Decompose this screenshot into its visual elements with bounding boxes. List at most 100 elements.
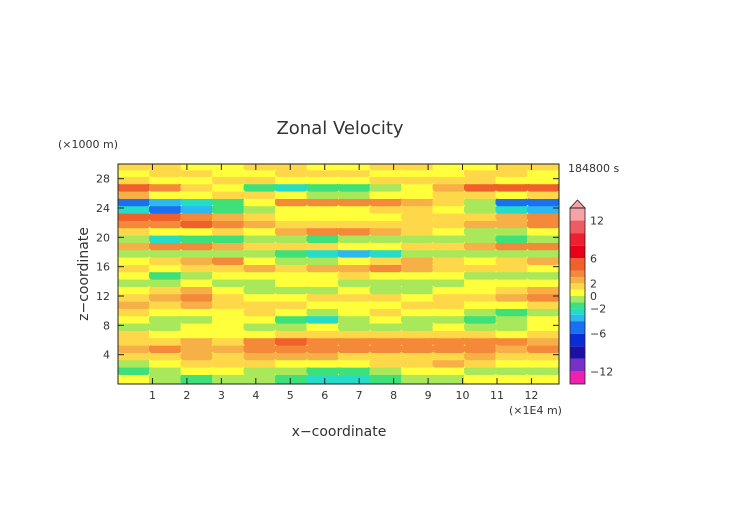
field-cell: [275, 263, 308, 273]
x-tick-label: 2: [183, 389, 190, 402]
field-cell: [212, 227, 245, 236]
field-cell: [527, 169, 559, 177]
field-cell: [369, 263, 402, 273]
field-cell: [243, 329, 276, 339]
colorbar-tick-label: 6: [590, 252, 597, 265]
field-cell: [401, 373, 434, 384]
field-cell: [306, 183, 339, 192]
field-cell: [212, 285, 245, 295]
field-cell: [275, 219, 308, 229]
field-cell: [527, 164, 559, 171]
field-cell: [118, 322, 150, 331]
field-cell: [369, 373, 402, 384]
field-cell: [432, 373, 465, 384]
field-cell: [338, 234, 371, 243]
field-cell: [149, 300, 182, 309]
field-cell: [275, 337, 308, 346]
field-cell: [338, 271, 371, 280]
field-cell: [275, 344, 308, 353]
field-cell: [369, 249, 402, 258]
field-cell: [495, 249, 528, 258]
field-cell: [306, 227, 339, 236]
field-cell: [464, 212, 497, 221]
field-cell: [432, 285, 465, 295]
field-cell: [118, 164, 150, 171]
x-axis-label: x−coordinate: [292, 424, 387, 440]
field-cell: [495, 227, 528, 236]
field-cell: [369, 315, 402, 324]
field-cell: [401, 197, 434, 207]
field-cell: [495, 175, 528, 185]
colorbar-tick-label: 0: [590, 290, 597, 303]
field-cell: [369, 241, 402, 251]
y-tick-label: 20: [96, 231, 110, 244]
field-cell: [369, 307, 402, 317]
field-cell: [432, 322, 465, 331]
field-cell: [212, 307, 245, 317]
field-cell: [338, 205, 371, 214]
x-tick-label: 5: [287, 389, 294, 402]
field-cell: [495, 344, 528, 353]
field-cell: [527, 366, 559, 375]
field-cell: [369, 351, 402, 361]
field-cell: [306, 366, 339, 375]
field-cell: [527, 293, 559, 302]
field-cell: [401, 278, 434, 287]
field-cell: [243, 351, 276, 361]
field-cell: [401, 175, 434, 185]
field-cell: [495, 183, 528, 192]
field-cell: [275, 197, 308, 207]
field-cell: [275, 322, 308, 331]
field-cell: [527, 351, 559, 361]
field-cell: [118, 278, 150, 287]
field-cell: [243, 373, 276, 384]
y-axis-unit: (×1000 m): [58, 138, 118, 151]
field-cell: [464, 337, 497, 346]
field-cell: [118, 293, 150, 302]
field-cell: [275, 249, 308, 258]
field-cell: [338, 359, 371, 368]
field-cell: [338, 190, 371, 199]
field-cell: [401, 285, 434, 295]
field-cell: [180, 293, 213, 302]
field-cell: [149, 175, 182, 185]
colorbar-tick-label: −2: [590, 303, 606, 316]
field-cell: [118, 175, 150, 185]
field-cell: [306, 351, 339, 361]
field-cell: [369, 300, 402, 309]
field-cell: [180, 315, 213, 324]
field-cell: [243, 366, 276, 375]
field-cell: [464, 256, 497, 265]
field-cell: [243, 175, 276, 185]
field-cell: [306, 190, 339, 199]
field-cell: [180, 197, 213, 207]
field-cell: [527, 197, 559, 207]
field-cell: [495, 169, 528, 177]
field-cell: [432, 329, 465, 339]
field-cell: [338, 249, 371, 258]
field-cell: [369, 219, 402, 229]
x-axis-ticks: 1 2 3 4 5 6 7 8 9 10 11 12: [149, 164, 538, 402]
field-cell: [401, 366, 434, 375]
field-cell: [275, 373, 308, 384]
field-cell: [401, 234, 434, 243]
y-tick-label: 12: [96, 290, 110, 303]
field-cell: [212, 190, 245, 199]
field-cell: [118, 234, 150, 243]
field-cell: [495, 271, 528, 280]
field-cell: [306, 359, 339, 368]
field-cell: [306, 197, 339, 207]
field-cell: [527, 359, 559, 368]
field-cell: [180, 359, 213, 368]
y-tick-label: 16: [96, 261, 110, 274]
field-cell: [401, 205, 434, 214]
field-cell: [212, 212, 245, 221]
field-cell: [180, 322, 213, 331]
field-cell: [401, 315, 434, 324]
field-cell: [495, 212, 528, 221]
x-tick-label: 6: [321, 389, 328, 402]
field-cell: [369, 175, 402, 185]
field-cell: [369, 359, 402, 368]
field-cell: [243, 359, 276, 368]
field-cell: [527, 344, 559, 353]
